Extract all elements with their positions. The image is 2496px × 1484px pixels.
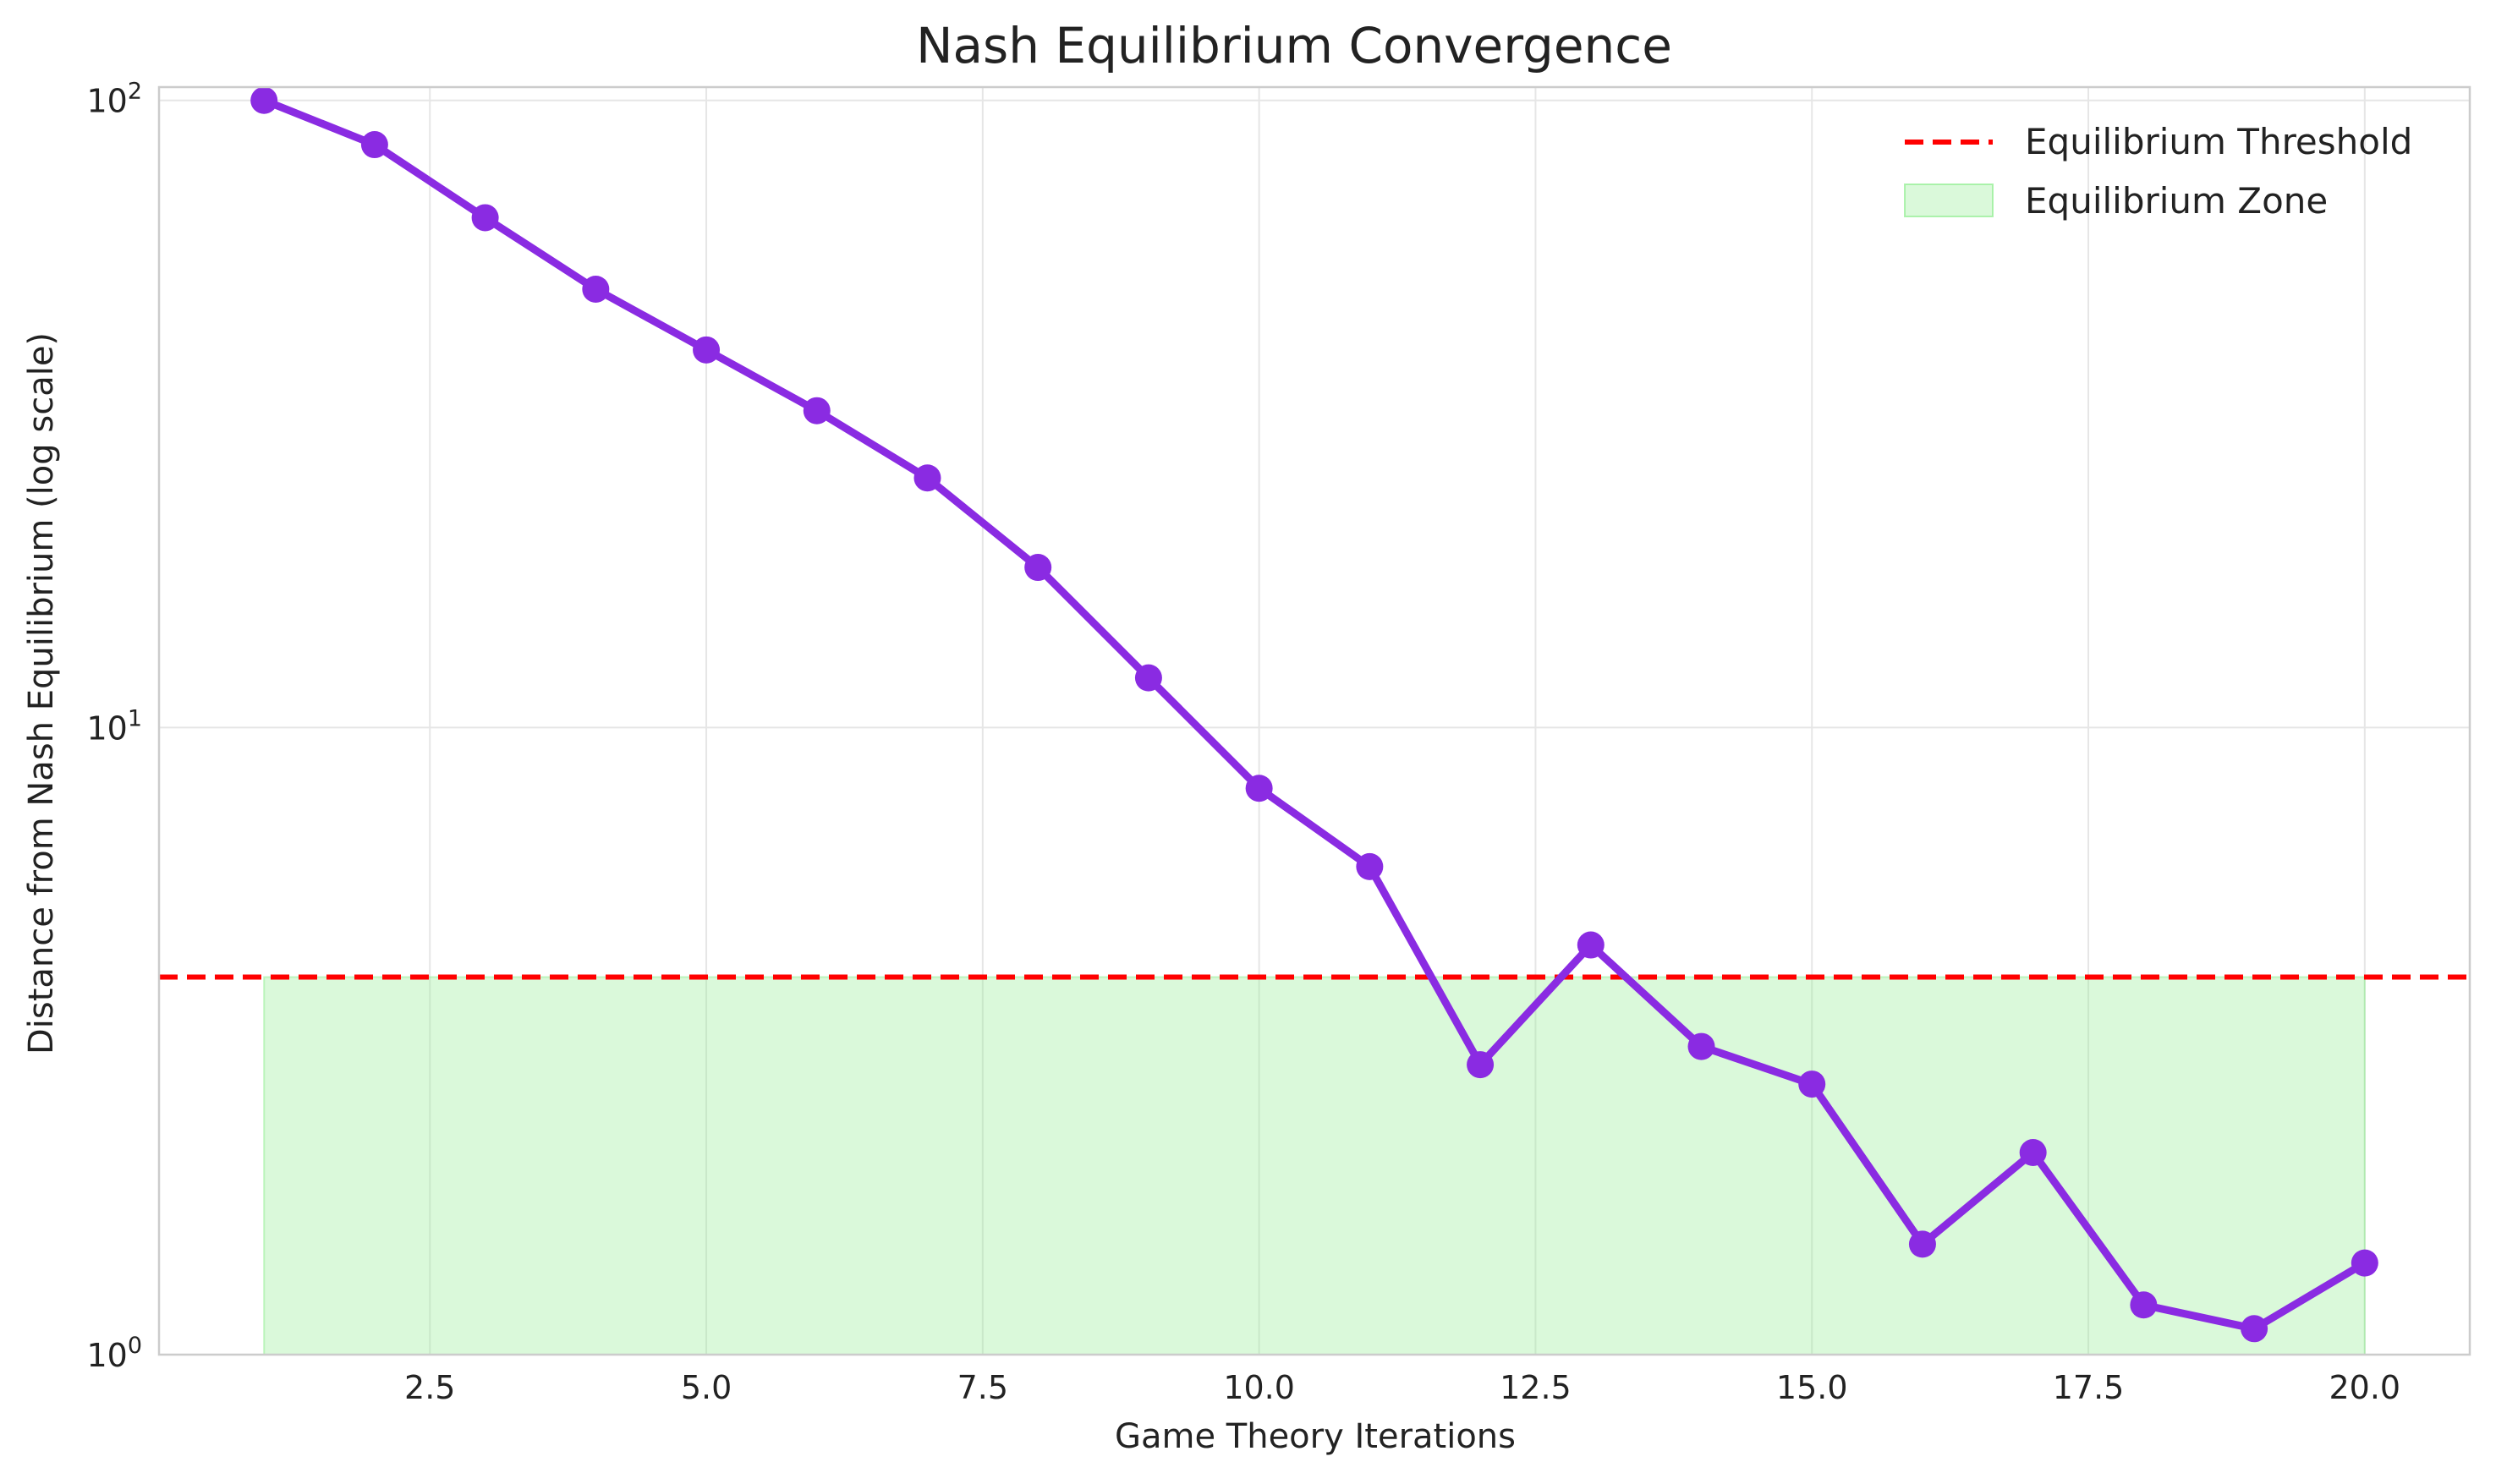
data-point (582, 275, 610, 303)
y-tick-label: 100 (86, 1333, 142, 1374)
x-tick-label: 12.5 (1500, 1369, 1572, 1406)
plot-frame (157, 85, 2471, 1356)
data-point (1356, 852, 1384, 880)
x-axis-label: Game Theory Iterations (1115, 1417, 1516, 1456)
legend-threshold-label: Equilibrium Threshold (2025, 121, 2412, 162)
equilibrium-zone (263, 976, 2366, 1355)
data-point (1134, 664, 1162, 692)
data-point (1908, 1230, 1936, 1258)
x-tick-label: 7.5 (957, 1369, 1008, 1406)
x-tick-label: 15.0 (1776, 1369, 1848, 1406)
data-point (2019, 1139, 2047, 1167)
series-line (260, 96, 2369, 1333)
data-point (2351, 1249, 2378, 1277)
data-point (1687, 1032, 1715, 1060)
x-tick-label: 10.0 (1223, 1369, 1295, 1406)
data-point (2241, 1315, 2268, 1343)
chart-title: Nash Equilibrium Convergence (916, 17, 1672, 74)
x-tick-label: 2.5 (404, 1369, 455, 1406)
legend-zone-label: Equilibrium Zone (2025, 180, 2328, 222)
data-point (693, 336, 721, 364)
data-point (803, 397, 831, 424)
x-tick-label: 20.0 (2329, 1369, 2401, 1406)
data-point (1577, 931, 1605, 959)
data-point (913, 464, 941, 492)
data-point (1024, 554, 1052, 582)
legend-zone-swatch (1904, 183, 1994, 217)
data-point (2130, 1291, 2158, 1319)
series-layer (250, 86, 2378, 1343)
data-point (1467, 1051, 1495, 1079)
x-tick-label: 17.5 (2053, 1369, 2125, 1406)
y-tick-label: 101 (86, 705, 142, 747)
data-point (250, 86, 278, 114)
y-axis-ticks: 100 101 102 (86, 79, 142, 1374)
data-point (1245, 775, 1273, 802)
data-point (360, 131, 388, 159)
zone-layer (263, 976, 2366, 1355)
legend: Equilibrium Threshold Equilibrium Zone (1904, 121, 2412, 222)
x-tick-label: 5.0 (681, 1369, 732, 1406)
y-axis-label: Distance from Nash Equilibrium (log scal… (22, 332, 61, 1054)
data-point (471, 204, 499, 232)
x-axis-ticks: 2.5 5.0 7.5 10.0 12.5 15.0 17.5 20.0 (404, 1369, 2400, 1406)
data-point (1798, 1071, 1826, 1098)
y-tick-label: 102 (86, 79, 142, 120)
